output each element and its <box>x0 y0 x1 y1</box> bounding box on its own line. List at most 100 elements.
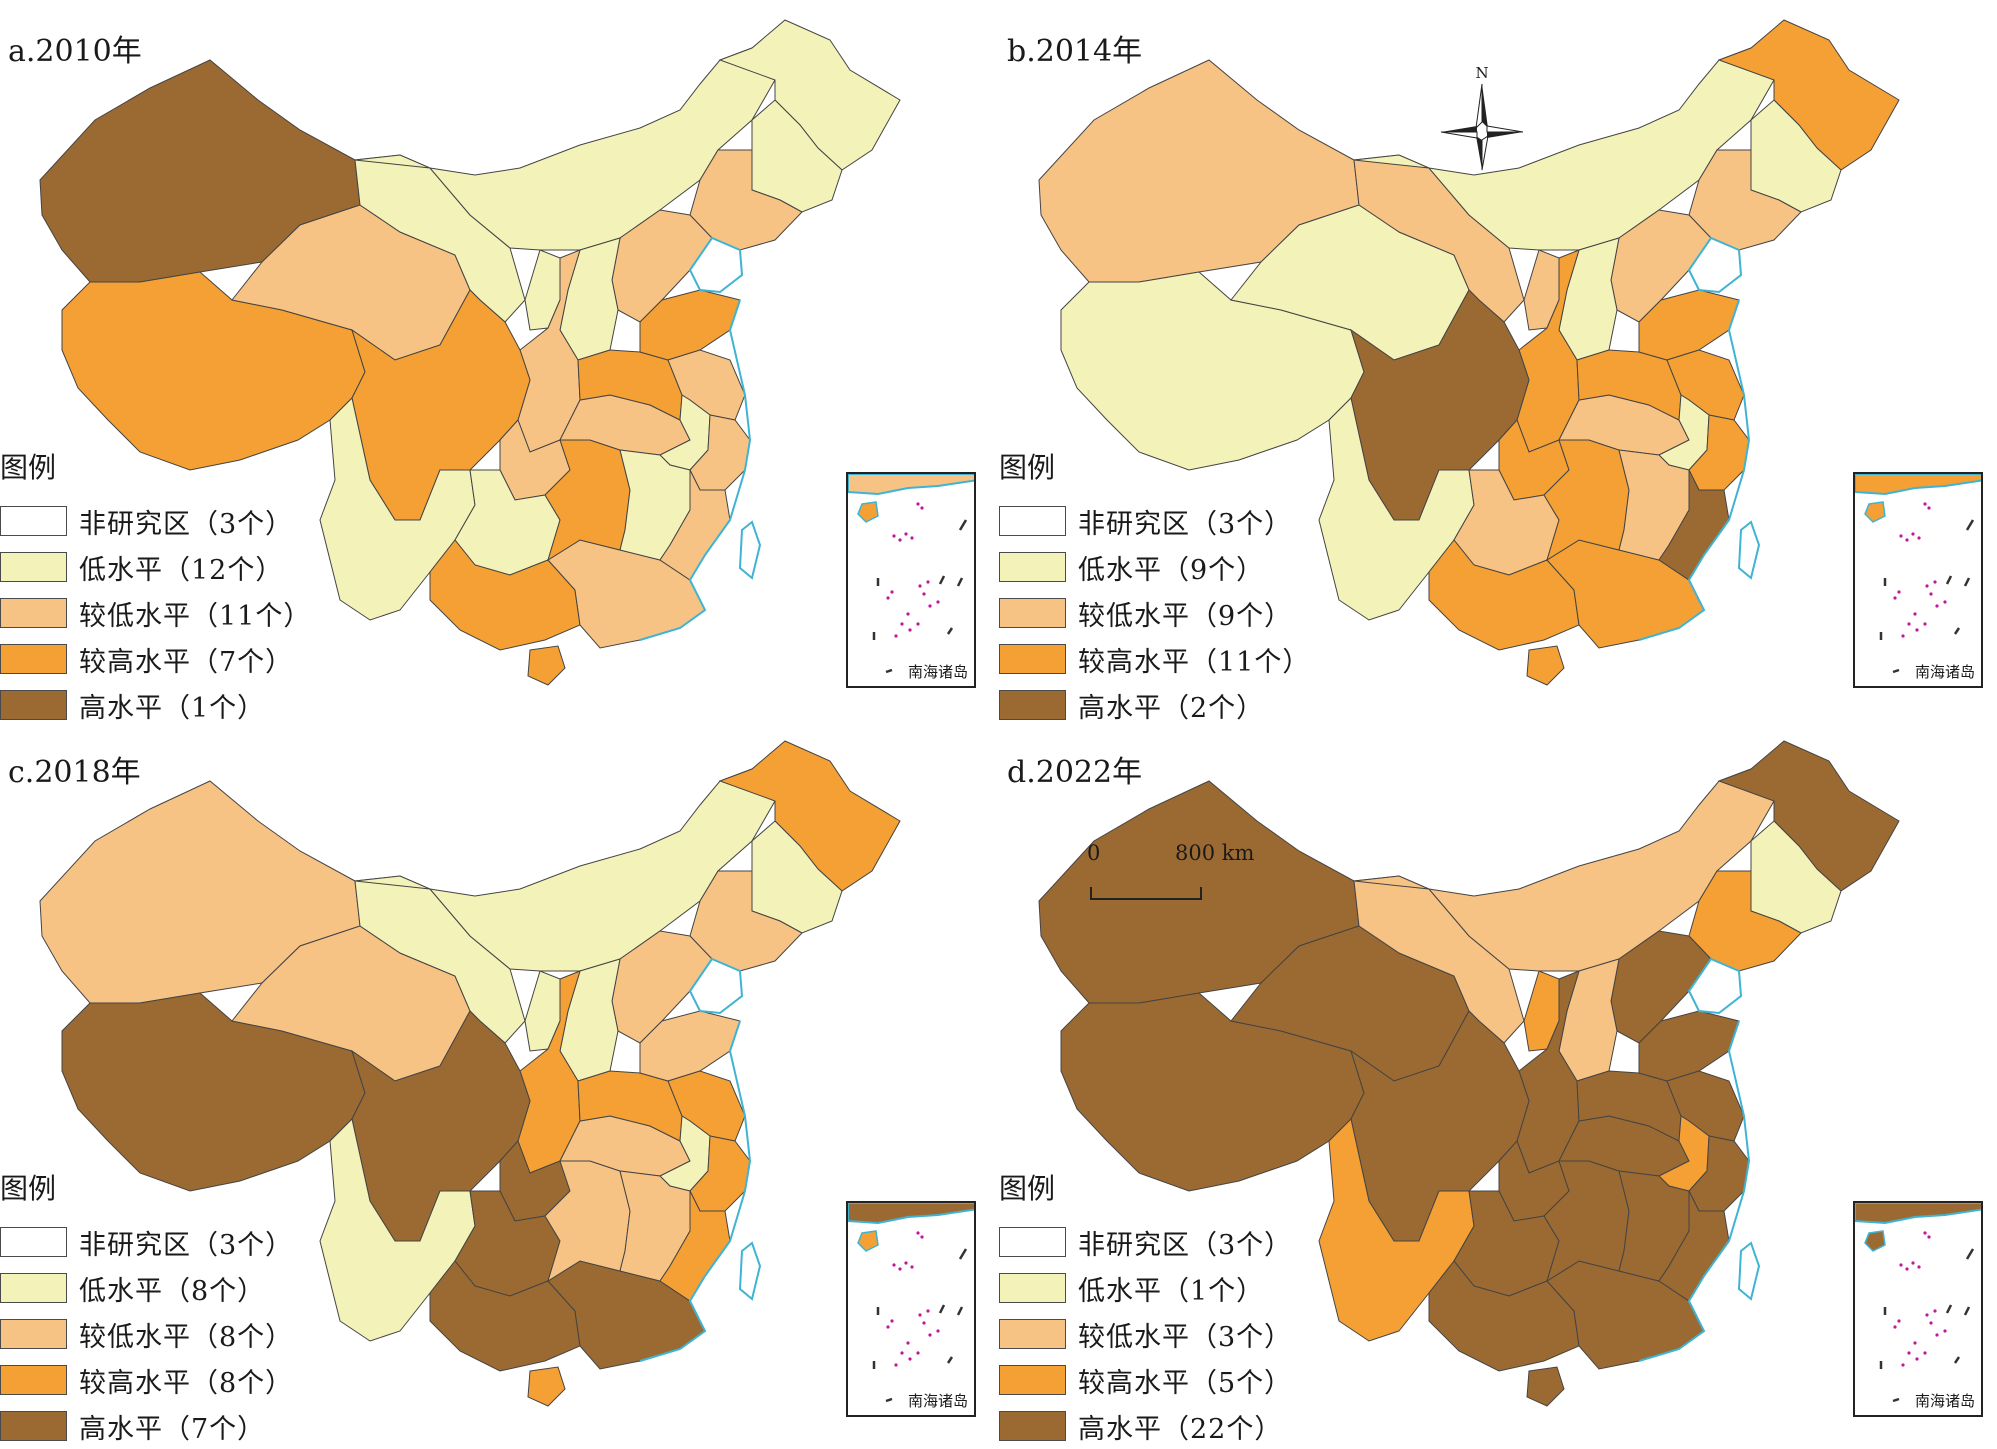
island-dot <box>1915 628 1919 632</box>
coastline <box>639 299 752 641</box>
legend-title: 图例 <box>0 451 57 484</box>
region-guangxi <box>1428 539 1580 651</box>
coastline <box>1638 1020 1751 1362</box>
island-dot <box>890 1319 894 1323</box>
legend-swatch <box>999 1227 1066 1257</box>
island-dot <box>1899 1263 1903 1267</box>
scale-bar: 0 800 km <box>1087 841 1327 911</box>
legend-label: 非研究区（3个） <box>79 508 294 540</box>
island-dot <box>1933 1309 1937 1313</box>
legend-item: 较低水平（3个） <box>999 1311 1292 1357</box>
island-dot <box>1925 584 1929 588</box>
inset-mainland <box>1855 1203 1981 1225</box>
island-dot <box>916 1231 920 1235</box>
inset-label: 南海诸岛 <box>1914 663 1975 681</box>
legend-title: 图例 <box>0 1172 57 1205</box>
legend-item: 低水平（1个） <box>999 1265 1292 1311</box>
panel-title: a.2010年 <box>8 34 142 69</box>
legend-label: 低水平（8个） <box>79 1275 266 1307</box>
north-label: N <box>1475 64 1489 82</box>
island-dot <box>920 1235 924 1239</box>
island-dot <box>1929 592 1933 596</box>
legend-swatch <box>999 690 1066 720</box>
china-map-2018 <box>39 740 901 1407</box>
legend-label: 较低水平（3个） <box>1078 1321 1293 1353</box>
boundary-dash <box>1892 668 1900 674</box>
legend-item: 高水平（7个） <box>0 1403 293 1449</box>
legend-swatch <box>0 1273 67 1303</box>
legend-swatch <box>999 1319 1066 1349</box>
island-dot <box>1901 634 1905 638</box>
island-dot <box>904 1261 908 1265</box>
legend-swatch <box>0 644 67 674</box>
legend-label: 较低水平（8个） <box>79 1321 294 1353</box>
island-dot <box>936 600 940 604</box>
boundary-dash <box>1965 1248 1975 1260</box>
boundary-dash <box>956 577 964 587</box>
legend-item: 较高水平（11个） <box>999 636 1310 682</box>
coastline <box>639 1020 752 1362</box>
region-hainan <box>1526 645 1565 686</box>
island-dot <box>904 532 908 536</box>
region-hainan <box>1526 1366 1565 1407</box>
north-arrow: N <box>1439 64 1525 174</box>
south-china-sea-inset: 南海诸岛 <box>846 472 976 688</box>
boundary-dash <box>1945 1304 1953 1314</box>
legend-item: 低水平（8个） <box>0 1265 293 1311</box>
bohai-sea <box>1687 957 1743 1015</box>
legend-title: 图例 <box>999 451 1056 484</box>
island-dot <box>928 604 932 608</box>
boundary-dash <box>938 575 946 585</box>
legend-label: 低水平（12个） <box>79 554 284 586</box>
island-dot <box>1893 596 1897 600</box>
legend-label: 非研究区（3个） <box>79 1229 294 1261</box>
legend-swatch <box>0 690 67 720</box>
legend-swatch <box>999 506 1066 536</box>
legend-swatch <box>0 552 67 582</box>
legend-label: 较低水平（9个） <box>1078 600 1293 632</box>
legend: 图例 非研究区（3个） 低水平（1个） 较低水平（3个） 较高水平（5个） 高水平（22… <box>999 1167 1292 1449</box>
boundary-dash <box>938 1304 946 1314</box>
boundary-dash <box>885 1397 893 1403</box>
legend-item: 低水平（9个） <box>999 544 1310 590</box>
inset-hainan <box>857 501 879 523</box>
island-dot <box>898 538 902 542</box>
legend: 图例 非研究区（3个） 低水平（9个） 较低水平（9个） 较高水平（11个） 高水平（2… <box>999 446 1310 728</box>
island-dot <box>1943 1329 1947 1333</box>
island-dot <box>894 634 898 638</box>
boundary-dash <box>946 627 954 635</box>
map-panel-2022: d.2022年 图例 非研究区（3个） 低水平（1个） 较低水平（3个） 较高水平（5… <box>999 721 1997 1445</box>
island-dot <box>892 534 896 538</box>
panel-title: b.2014年 <box>1007 34 1143 69</box>
legend-item: 较低水平（8个） <box>0 1311 293 1357</box>
legend-item: 非研究区（3个） <box>0 498 311 544</box>
legend-label: 高水平（22个） <box>1078 1413 1283 1445</box>
legend-swatch <box>0 1365 67 1395</box>
island-dot <box>1923 1231 1927 1235</box>
island-dot <box>908 628 912 632</box>
island-dot <box>910 536 914 540</box>
legend-label: 较高水平（8个） <box>79 1367 294 1399</box>
boundary-dash <box>885 668 893 674</box>
island-dot <box>926 580 930 584</box>
island-dot <box>1913 1341 1917 1345</box>
inset-map <box>848 474 974 674</box>
legend-item: 低水平（12个） <box>0 544 311 590</box>
boundary-dash <box>1945 575 1953 585</box>
region-taiwan <box>738 1241 762 1301</box>
island-dot <box>890 590 894 594</box>
boundary-dash <box>1892 1397 1900 1403</box>
boundary-dash <box>956 1306 964 1316</box>
legend-swatch <box>0 1319 67 1349</box>
island-dot <box>1935 1333 1939 1337</box>
legend-item: 高水平（1个） <box>0 682 311 728</box>
region-hainan <box>527 645 566 686</box>
coastline <box>1638 299 1751 641</box>
inset-hainan <box>1864 501 1886 523</box>
inset-map <box>1855 1203 1981 1403</box>
island-dot <box>922 1321 926 1325</box>
island-dot <box>1935 604 1939 608</box>
legend-item: 较低水平（9个） <box>999 590 1310 636</box>
inset-label: 南海诸岛 <box>907 1392 968 1410</box>
island-dot <box>916 622 920 626</box>
